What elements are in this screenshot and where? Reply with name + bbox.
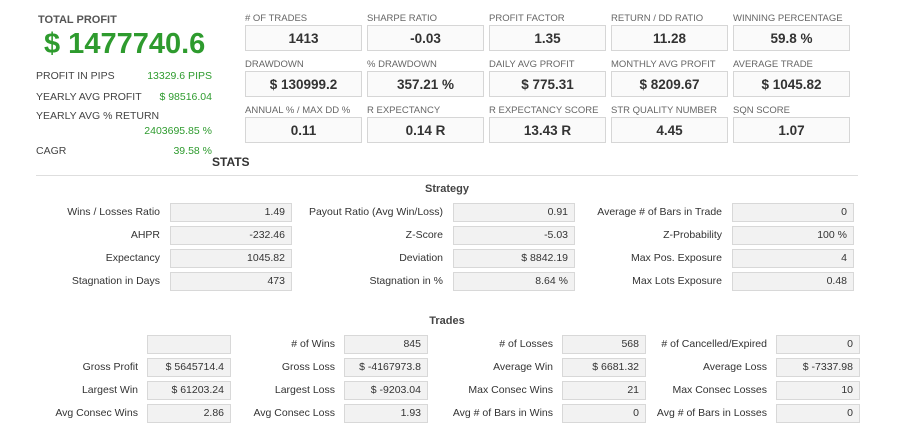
trades-label: Average Loss bbox=[702, 361, 767, 373]
summary-label-yearly-return: YEARLY AVG % RETURN bbox=[36, 110, 160, 122]
trades-label: Largest Win bbox=[81, 384, 138, 396]
trades-label: Avg # of Bars in Losses bbox=[656, 407, 767, 419]
trades-count-value: 1413 bbox=[245, 25, 362, 51]
strategy-label: Deviation bbox=[399, 252, 443, 264]
strategy-value: 1.49 bbox=[170, 203, 292, 222]
trades-value: $ 6681.32 bbox=[562, 358, 646, 377]
trades-label: Avg # of Bars in Wins bbox=[452, 407, 553, 419]
strategy-label: Wins / Losses Ratio bbox=[67, 206, 160, 218]
trades-label: # of Losses bbox=[499, 338, 553, 350]
trades-value: 0 bbox=[776, 335, 860, 354]
trades-value: 1.93 bbox=[344, 404, 428, 423]
strategy-title: Strategy bbox=[424, 183, 470, 195]
sqn-score-value: 1.07 bbox=[733, 117, 850, 143]
strategy-value: $ 8842.19 bbox=[453, 249, 575, 268]
r-expectancy-label: R EXPECTANCY bbox=[367, 105, 441, 116]
summary-label-yearly-profit: YEARLY AVG PROFIT bbox=[36, 91, 142, 103]
strategy-label: Z-Probability bbox=[663, 229, 722, 241]
r-expectancy-score-label: R EXPECTANCY SCORE bbox=[489, 105, 599, 116]
strategy-value: 4 bbox=[732, 249, 854, 268]
str-quality-number-label: STR QUALITY NUMBER bbox=[611, 105, 717, 116]
trades-value: 568 bbox=[562, 335, 646, 354]
strategy-value: 1045.82 bbox=[170, 249, 292, 268]
annual-max-dd-label: ANNUAL % / MAX DD % bbox=[245, 105, 351, 116]
summary-value-yearly-return: 2403695.85 % bbox=[144, 125, 212, 137]
sharpe-ratio-label: SHARPE RATIO bbox=[367, 13, 438, 24]
strategy-value: 0 bbox=[732, 203, 854, 222]
strategy-value: 0.91 bbox=[453, 203, 575, 222]
strategy-label: Max Pos. Exposure bbox=[630, 252, 722, 264]
annual-max-dd-value: 0.11 bbox=[245, 117, 362, 143]
trades-value: 845 bbox=[344, 335, 428, 354]
trades-value: 2.86 bbox=[147, 404, 231, 423]
strategy-value: 0.48 bbox=[732, 272, 854, 291]
drawdown-label: DRAWDOWN bbox=[245, 59, 304, 70]
trades-label: Gross Loss bbox=[281, 361, 335, 373]
summary-value-pips: 13329.6 PIPS bbox=[147, 70, 212, 82]
sqn-score-label: SQN SCORE bbox=[733, 105, 791, 116]
divider bbox=[36, 175, 858, 176]
total-profit-value: $ 1477740.6 bbox=[44, 28, 206, 60]
trades-value: $ -7337.98 bbox=[776, 358, 860, 377]
trades-label: Largest Loss bbox=[274, 384, 335, 396]
summary-value-yearly-profit: $ 98516.04 bbox=[159, 91, 212, 103]
profit-factor-value: 1.35 bbox=[489, 25, 606, 51]
strategy-label: Stagnation in Days bbox=[71, 275, 160, 287]
trades-value: 0 bbox=[776, 404, 860, 423]
strategy-value: 473 bbox=[170, 272, 292, 291]
trades-value: 21 bbox=[562, 381, 646, 400]
trades-title: Trades bbox=[429, 315, 465, 327]
total-profit-label: TOTAL PROFIT bbox=[38, 14, 117, 26]
strategy-label: Stagnation in % bbox=[369, 275, 443, 287]
average-trade-value: $ 1045.82 bbox=[733, 71, 850, 97]
daily-avg-profit-label: DAILY AVG PROFIT bbox=[489, 59, 575, 70]
trades-label: # of Cancelled/Expired bbox=[661, 338, 767, 350]
strategy-label: Z-Score bbox=[405, 229, 443, 241]
trades-label: Max Consec Losses bbox=[672, 384, 767, 396]
stats-title: STATS bbox=[212, 155, 250, 169]
summary-label-cagr: CAGR bbox=[36, 145, 67, 157]
r-expectancy-score-value: 13.43 R bbox=[489, 117, 606, 143]
summary-label-pips: PROFIT IN PIPS bbox=[36, 70, 115, 82]
trades-value: $ 61203.24 bbox=[147, 381, 231, 400]
trades-value: $ -4167973.8 bbox=[344, 358, 428, 377]
monthly-avg-profit-label: MONTHLY AVG PROFIT bbox=[611, 59, 716, 70]
strategy-value: -232.46 bbox=[170, 226, 292, 245]
trades-label: Avg Consec Loss bbox=[253, 407, 335, 419]
percent-drawdown-value: 357.21 % bbox=[367, 71, 484, 97]
trades-label: Max Consec Wins bbox=[468, 384, 553, 396]
strategy-label: AHPR bbox=[130, 229, 160, 241]
trades-label: Gross Profit bbox=[82, 361, 138, 373]
trades-label: Avg Consec Wins bbox=[55, 407, 138, 419]
return-dd-ratio-value: 11.28 bbox=[611, 25, 728, 51]
trades-value: 0 bbox=[562, 404, 646, 423]
average-trade-label: AVERAGE TRADE bbox=[733, 59, 813, 70]
strategy-label: Max Lots Exposure bbox=[632, 275, 722, 287]
trades-label: Average Win bbox=[493, 361, 553, 373]
strategy-label: Expectancy bbox=[105, 252, 160, 264]
profit-factor-label: PROFIT FACTOR bbox=[489, 13, 565, 24]
trades-value: $ -9203.04 bbox=[344, 381, 428, 400]
daily-avg-profit-value: $ 775.31 bbox=[489, 71, 606, 97]
strategy-value: -5.03 bbox=[453, 226, 575, 245]
sharpe-ratio-value: -0.03 bbox=[367, 25, 484, 51]
trades-label: # of Wins bbox=[291, 338, 335, 350]
trades-count-label: # OF TRADES bbox=[245, 13, 308, 24]
str-quality-number-value: 4.45 bbox=[611, 117, 728, 143]
trades-value bbox=[147, 335, 231, 354]
percent-drawdown-label: % DRAWDOWN bbox=[367, 59, 437, 70]
monthly-avg-profit-value: $ 8209.67 bbox=[611, 71, 728, 97]
strategy-value: 8.64 % bbox=[453, 272, 575, 291]
trades-value: 10 bbox=[776, 381, 860, 400]
winning-percentage-value: 59.8 % bbox=[733, 25, 850, 51]
trades-value: $ 5645714.4 bbox=[147, 358, 231, 377]
strategy-label: Average # of Bars in Trade bbox=[597, 206, 722, 218]
winning-percentage-label: WINNING PERCENTAGE bbox=[733, 13, 843, 24]
strategy-label: Payout Ratio (Avg Win/Loss) bbox=[308, 206, 443, 218]
strategy-value: 100 % bbox=[732, 226, 854, 245]
summary-value-cagr: 39.58 % bbox=[173, 145, 212, 157]
return-dd-ratio-label: RETURN / DD RATIO bbox=[611, 13, 704, 24]
r-expectancy-value: 0.14 R bbox=[367, 117, 484, 143]
drawdown-value: $ 130999.2 bbox=[245, 71, 362, 97]
